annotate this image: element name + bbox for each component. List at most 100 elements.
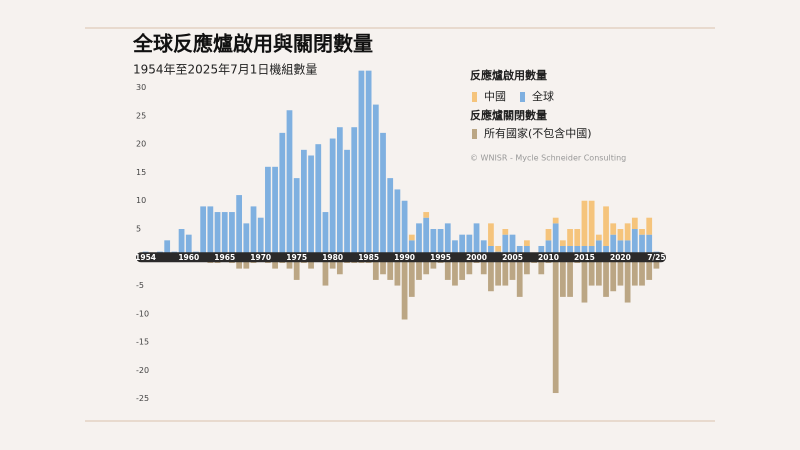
bar: [236, 195, 243, 258]
bar: [495, 245, 502, 252]
bar: [351, 127, 358, 258]
legend-heading: 反應爐啟用數量: [470, 68, 547, 82]
x-tick-label: 1985: [358, 253, 379, 262]
y-tick-label: -20: [136, 366, 149, 375]
bar: [631, 229, 638, 258]
legend-swatch: [472, 129, 477, 139]
bar: [624, 240, 631, 258]
bar: [559, 257, 566, 297]
bar: [408, 257, 415, 297]
bar: [408, 240, 415, 258]
bar: [221, 212, 228, 258]
bar: [293, 178, 300, 258]
bar: [430, 229, 437, 258]
bar: [480, 240, 487, 258]
bar: [617, 229, 624, 241]
bar: [372, 104, 379, 258]
bar: [567, 229, 573, 246]
legend-heading: 反應爐關閉數量: [470, 108, 547, 122]
x-tick-label: 1990: [394, 253, 415, 262]
bar: [631, 257, 638, 286]
bar: [603, 206, 609, 246]
bar: [473, 223, 480, 258]
y-tick-label: 5: [136, 225, 141, 234]
bar: [444, 223, 451, 258]
bar: [265, 166, 271, 258]
bar: [178, 229, 185, 258]
bar: [286, 110, 293, 258]
bar: [272, 166, 278, 258]
bar: [595, 240, 602, 258]
bar: [164, 240, 171, 258]
bar: [408, 234, 415, 241]
bar: [336, 257, 343, 275]
x-tick-label: 1960: [178, 253, 199, 262]
y-tick-label: 20: [136, 140, 146, 149]
x-tick-label: 2010: [538, 253, 559, 262]
bar: [423, 217, 430, 258]
bar: [329, 138, 336, 258]
bar: [581, 245, 588, 258]
bar: [516, 245, 523, 258]
bar: [452, 257, 458, 286]
bar: [315, 144, 322, 258]
bar: [581, 200, 588, 246]
bar: [200, 206, 207, 258]
y-tick-label: -5: [136, 281, 144, 290]
bar: [372, 257, 379, 280]
x-tick-label: 1995: [430, 253, 451, 262]
bar: [488, 245, 494, 258]
bar: [617, 257, 624, 286]
bar: [250, 206, 257, 258]
bar: [581, 257, 588, 303]
x-tick-label: 2020: [610, 253, 631, 262]
bar: [559, 245, 566, 258]
bar: [552, 217, 559, 224]
bar: [502, 229, 509, 235]
bar: [488, 257, 494, 292]
bar: [394, 257, 401, 286]
bar: [639, 257, 645, 286]
bar: [229, 212, 235, 258]
x-tick-label: 1970: [250, 253, 271, 262]
x-tick-label: 1980: [322, 253, 343, 262]
bar: [538, 257, 545, 275]
bar: [567, 245, 573, 258]
legend-label: 所有國家(不包含中國): [484, 126, 592, 140]
bar: [610, 223, 617, 235]
bar: [329, 257, 336, 269]
bar: [595, 234, 602, 241]
bar: [567, 257, 573, 297]
bar: [423, 212, 430, 218]
x-tick-label: 1975: [286, 253, 307, 262]
bar: [236, 257, 243, 269]
bar: [646, 234, 653, 258]
bar: [617, 240, 624, 258]
x-tick-label: 1954: [135, 253, 156, 262]
bar: [495, 257, 502, 286]
bar: [524, 257, 530, 275]
bar: [322, 212, 329, 258]
y-tick-label: 15: [136, 168, 146, 177]
bar: [336, 127, 343, 258]
y-tick-label: 25: [136, 111, 146, 120]
bar: [257, 217, 264, 258]
bar: [243, 257, 250, 269]
bar: [624, 223, 631, 241]
chart-subtitle: 1954年至2025年7月1日機組數量: [133, 62, 317, 77]
bar: [394, 189, 401, 258]
bar: [524, 240, 530, 246]
legend-label: 全球: [532, 89, 554, 103]
bar: [459, 257, 466, 280]
bar: [466, 234, 473, 258]
bar: [430, 257, 437, 269]
bar: [308, 155, 314, 258]
bar: [502, 234, 509, 258]
bar: [588, 200, 595, 246]
bar: [653, 257, 660, 269]
bar: [552, 257, 559, 394]
chart-title: 全球反應爐啟用與關閉數量: [132, 32, 373, 56]
bar: [603, 245, 609, 258]
bar: [545, 229, 552, 241]
bar: [624, 257, 631, 303]
